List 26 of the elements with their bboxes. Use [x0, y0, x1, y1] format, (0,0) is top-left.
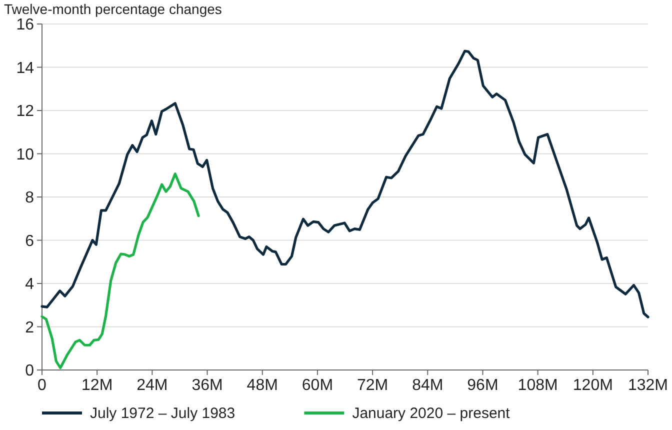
x-tick-label: 0	[38, 377, 47, 394]
x-tick-label: 132M	[628, 377, 668, 394]
y-tick-label: 14	[16, 60, 34, 77]
x-tick-label: 72M	[356, 377, 388, 394]
x-tick-label: 84M	[412, 377, 444, 394]
legend-label: July 1972 – July 1983	[90, 405, 236, 422]
x-tick-label: 12M	[82, 377, 113, 394]
y-tick-label: 0	[25, 362, 34, 380]
y-tick-label: 4	[25, 276, 34, 294]
y-tick-label: 2	[25, 319, 34, 336]
line-series	[40, 172, 200, 370]
y-tick-label: 10	[16, 146, 34, 164]
x-tick-label: 96M	[467, 377, 498, 394]
x-tick-label: 120M	[572, 377, 613, 394]
x-tick-label: 36M	[192, 377, 223, 394]
line-series	[40, 50, 650, 318]
y-tick-label: 16	[16, 16, 34, 34]
y-tick-label: 12	[16, 103, 34, 120]
x-tick-label: 60M	[302, 377, 334, 394]
x-tick-label: 48M	[246, 377, 278, 394]
y-tick-label: 6	[25, 232, 34, 250]
legend-label: January 2020 – present	[352, 405, 511, 422]
x-tick-label: 24M	[136, 377, 168, 394]
y-tick-label: 8	[25, 190, 34, 207]
chart-title: Twelve-month percentage changes	[4, 1, 222, 17]
x-tick-label: 108M	[518, 377, 558, 394]
